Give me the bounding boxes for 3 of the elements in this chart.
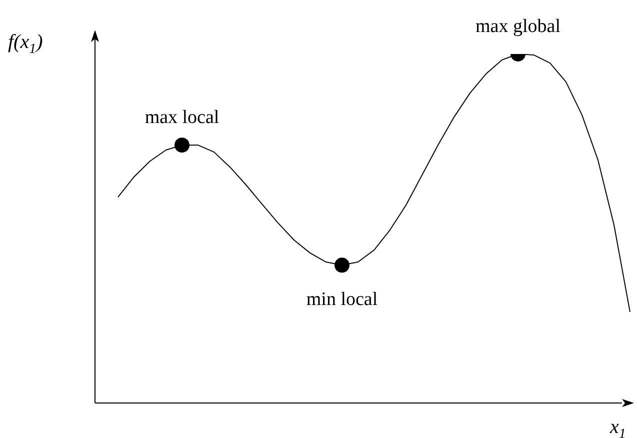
annotation: min local (306, 289, 378, 310)
annotation: max local (144, 107, 220, 128)
annotation: max global (476, 16, 560, 37)
